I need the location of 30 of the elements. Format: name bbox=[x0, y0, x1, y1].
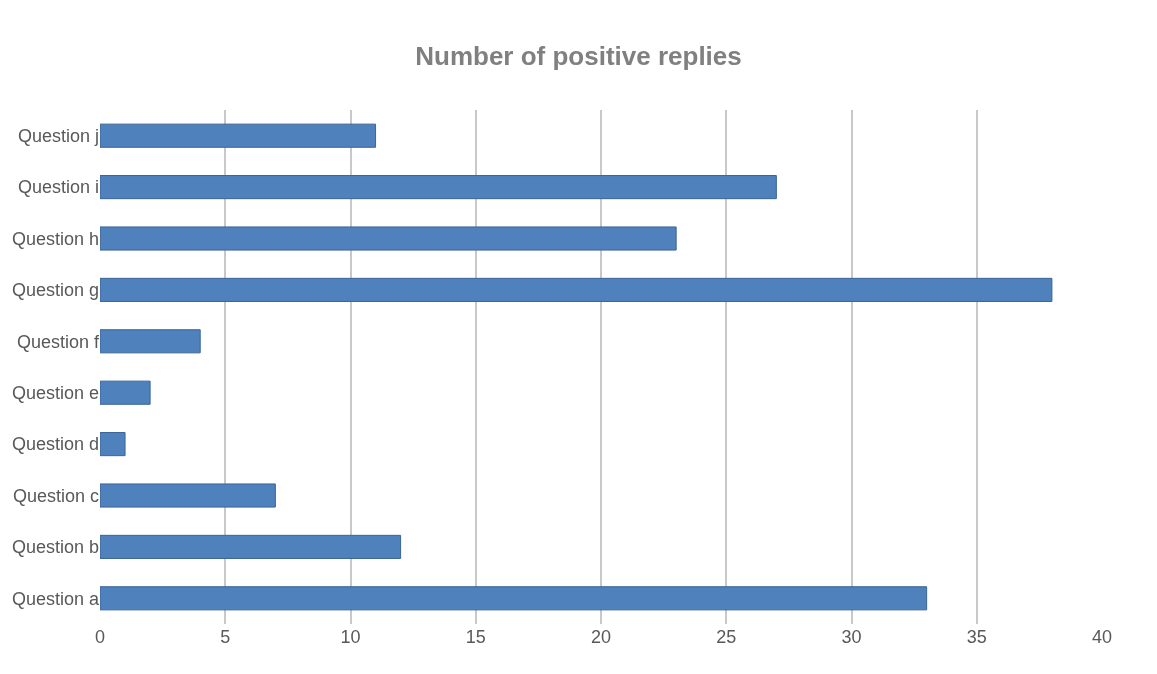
y-tick-label: Question e bbox=[11, 383, 99, 403]
bar bbox=[100, 483, 276, 508]
chart-title: Number of positive replies bbox=[415, 41, 742, 72]
y-tick-label: Question b bbox=[11, 537, 99, 558]
bar bbox=[100, 534, 402, 559]
x-tick-label: 0 bbox=[94, 627, 106, 647]
x-tick-label: 35 bbox=[966, 627, 987, 647]
bar bbox=[100, 175, 777, 200]
y-tick-label: Question h bbox=[11, 228, 99, 249]
y-tick-label: Question j bbox=[17, 126, 99, 146]
x-tick-label: 15 bbox=[465, 627, 486, 647]
bar bbox=[100, 277, 1053, 302]
x-tick-label: 10 bbox=[340, 627, 361, 647]
bar bbox=[100, 123, 377, 148]
y-tick-label: Question a bbox=[11, 588, 100, 609]
y-tick-label: Question d bbox=[11, 434, 99, 455]
bar bbox=[100, 380, 151, 405]
x-tick-label: 40 bbox=[1091, 627, 1113, 647]
x-tick-label: 25 bbox=[716, 627, 737, 647]
y-tick-label: Question f bbox=[16, 331, 100, 352]
y-tick-label: Question g bbox=[11, 280, 99, 301]
x-tick-label: 30 bbox=[841, 627, 862, 647]
bar bbox=[100, 432, 126, 457]
x-tick-label: 20 bbox=[590, 627, 612, 647]
y-tick-label: Question c bbox=[12, 485, 99, 506]
x-tick-label: 5 bbox=[220, 627, 231, 647]
bar bbox=[100, 586, 928, 611]
bar bbox=[100, 226, 677, 251]
y-tick-label: Question i bbox=[17, 177, 99, 198]
bar bbox=[100, 329, 201, 354]
